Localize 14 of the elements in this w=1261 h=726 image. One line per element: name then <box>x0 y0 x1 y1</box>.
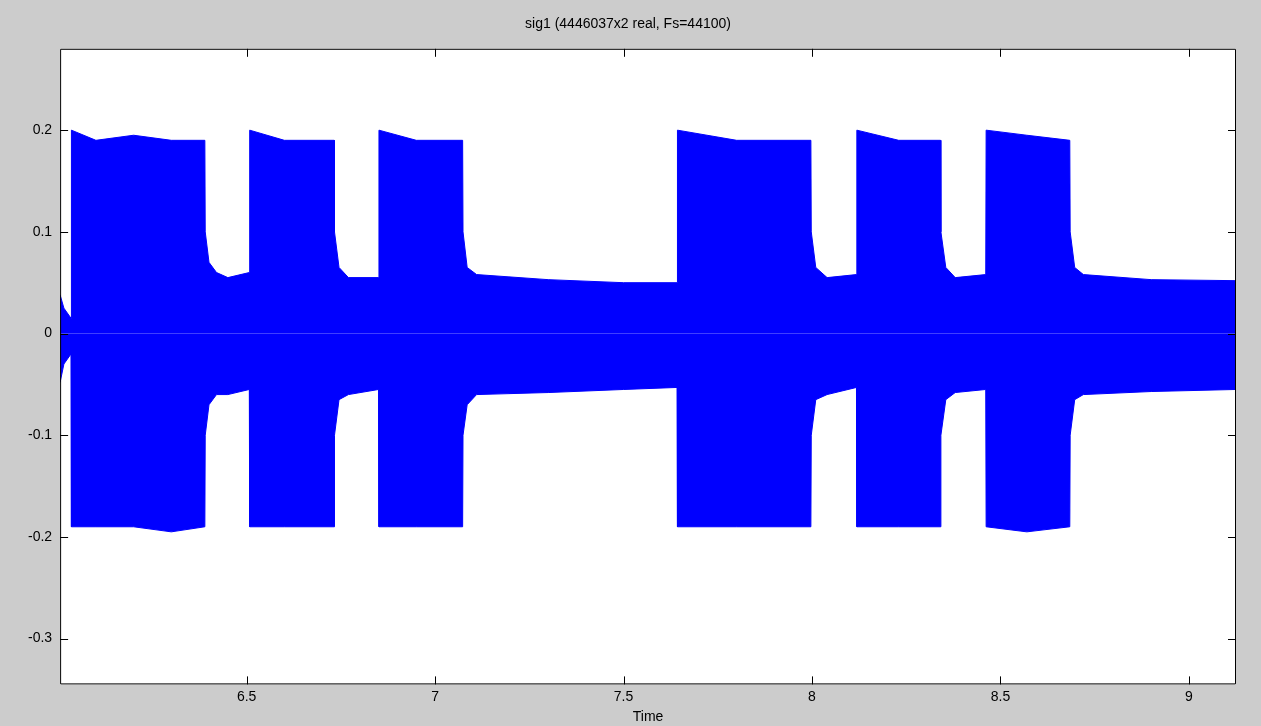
x-tick-label: 8.5 <box>990 687 1011 704</box>
chart-title: sig1 (4446037x2 real, Fs=44100) <box>525 15 731 32</box>
x-tick-label: 7 <box>431 687 440 704</box>
y-tick-label: 0 <box>44 324 53 341</box>
x-axis-title: Time <box>632 708 664 725</box>
y-tick-label: -0.1 <box>28 426 53 443</box>
x-tick-label: 6.5 <box>236 687 257 704</box>
y-tick-label: 0.1 <box>32 222 53 239</box>
x-tick-label: 9 <box>1184 687 1193 704</box>
y-tick-label: 0.2 <box>32 121 53 138</box>
y-tick-label: -0.3 <box>28 629 53 646</box>
x-tick-label: 7.5 <box>613 687 634 704</box>
x-tick-label: 8 <box>808 687 817 704</box>
y-tick-label: -0.2 <box>28 527 53 544</box>
